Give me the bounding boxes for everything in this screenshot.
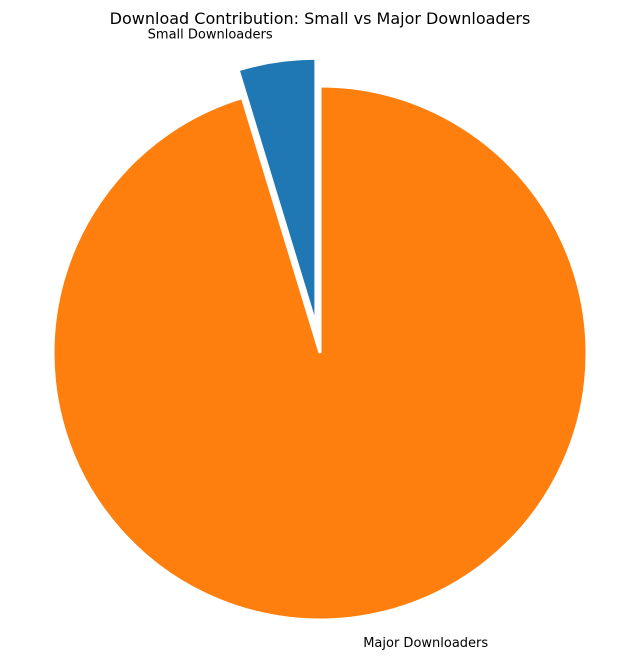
chart-title: Download Contribution: Small vs Major Do…: [110, 9, 531, 28]
pie-label-small-downloaders: Small Downloaders: [148, 27, 273, 42]
pie-slice-major-downloaders: [51, 84, 589, 622]
pie-slices: [51, 56, 589, 622]
pie-labels: Small Downloaders Major Downloaders: [148, 27, 489, 651]
pie-label-major-downloaders: Major Downloaders: [363, 636, 488, 651]
pie-slice-small-downloaders: [236, 56, 318, 326]
